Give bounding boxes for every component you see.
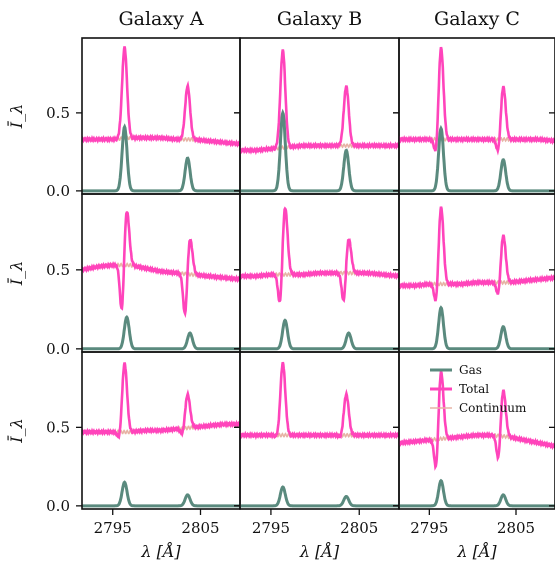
panel-r3-c1: [76, 351, 241, 515]
gas-line-r2-c1: [82, 314, 240, 351]
labels-layer: Galaxy A Galaxy B Galaxy C 0.0 0.5 Ī_λ 0.0 0.5 Ī…: [6, 8, 535, 561]
panel-r3-c2: [234, 351, 400, 515]
y-axis-label-row3: Ī_λ: [6, 418, 26, 443]
xtick-label: 2795: [410, 519, 448, 537]
panel-r3-c3: [393, 351, 555, 515]
ytick-label: 0.0: [46, 340, 70, 358]
ytick-label: 0.0: [46, 182, 70, 200]
ytick-label: 0.5: [46, 418, 70, 436]
xtick-label: 2795: [94, 519, 132, 537]
panel-frame: [398, 37, 555, 195]
y-axis-label-row1: Ī_λ: [6, 104, 26, 129]
legend-label-gas: Gas: [459, 363, 482, 377]
gas-line-r2-c2: [240, 318, 399, 351]
panel-r1-c1: [76, 37, 241, 195]
panel-r2-c1: [76, 193, 241, 353]
total-line-r1-c2: [240, 49, 399, 156]
x-axis-label-col3: λ [Å]: [456, 541, 497, 561]
x-axis-label-col1: λ [Å]: [140, 541, 181, 561]
panel-frame: [239, 351, 400, 510]
x-axis-label-col2: λ [Å]: [299, 541, 340, 561]
xtick-label: 2795: [252, 519, 290, 537]
panel-r2-c3: [393, 193, 555, 353]
total-line-r2-c2: [240, 206, 399, 304]
total-line-r3-c1: [82, 362, 240, 440]
panel-r1-c2: [234, 37, 400, 195]
gas-line-r3-c2: [240, 485, 399, 508]
legend: Gas Total Continuum: [430, 363, 527, 415]
gas-line-r1-c1: [82, 123, 240, 193]
ytick-label: 0.5: [46, 104, 70, 122]
gas-line-r3-c3: [399, 478, 555, 508]
ytick-label: 0.5: [46, 261, 70, 279]
xtick-label: 2805: [340, 519, 378, 537]
panel-r1-c3: [393, 37, 555, 195]
legend-label-continuum: Continuum: [459, 401, 527, 415]
column-title-3: Galaxy C: [434, 8, 520, 30]
panel-frame: [398, 351, 555, 510]
xtick-label: 2805: [181, 519, 219, 537]
panel-frame: [239, 37, 400, 195]
total-line-r2-c1: [82, 211, 240, 319]
panels-layer: [76, 37, 555, 515]
panel-frame: [81, 37, 241, 195]
column-title-1: Galaxy A: [118, 8, 203, 30]
xtick-label: 2805: [497, 519, 535, 537]
ytick-label: 0.0: [46, 497, 70, 515]
y-axis-label-row2: Ī_λ: [6, 261, 26, 286]
panel-r2-c2: [234, 193, 400, 353]
total-line-r1-c1: [82, 46, 240, 148]
gas-line-r3-c1: [82, 480, 240, 508]
total-line-r1-c3: [399, 46, 555, 156]
total-line-r3-c2: [240, 361, 399, 441]
gas-line-r2-c3: [399, 305, 555, 351]
total-line-r2-c3: [399, 206, 555, 302]
panel-frame: [398, 193, 555, 353]
gas-line-r1-c2: [240, 108, 399, 193]
legend-label-total: Total: [459, 382, 489, 396]
total-line-r3-c3: [399, 370, 555, 471]
gas-line-r1-c3: [399, 124, 555, 193]
column-title-2: Galaxy B: [277, 8, 362, 30]
